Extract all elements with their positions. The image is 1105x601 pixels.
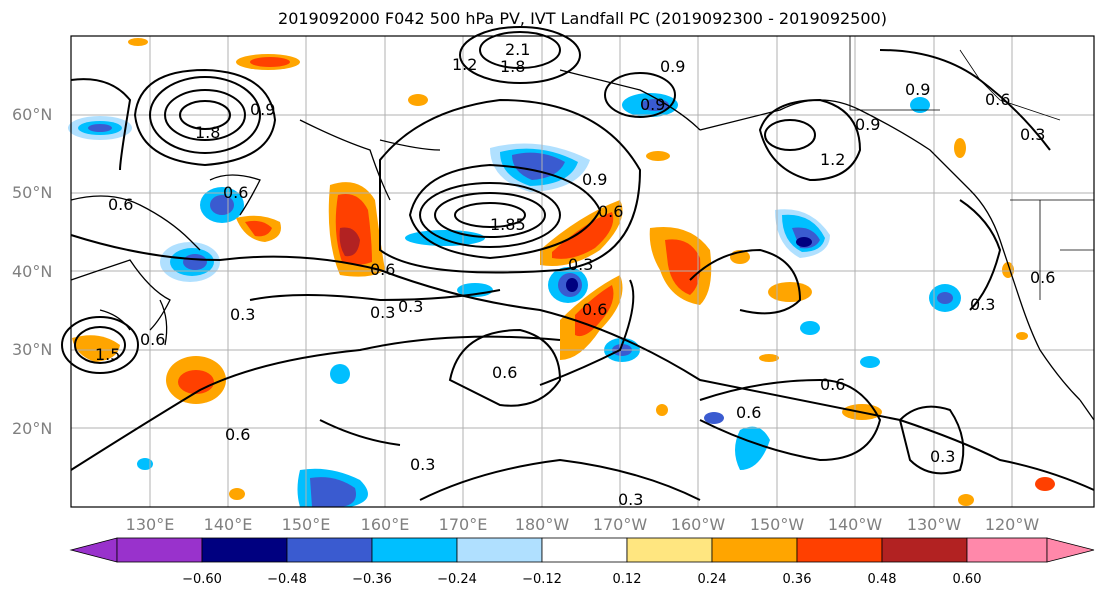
contour-label: 0.9 [250, 100, 275, 119]
lon-label: 140°E [203, 515, 253, 534]
colorbar-segment [371, 537, 458, 563]
colorbar-segment [201, 537, 288, 563]
contour-label: 0.3 [410, 455, 435, 474]
contour-label: 1.5 [95, 345, 120, 364]
contour-label: 0.9 [905, 80, 930, 99]
contour-label: 0.6 [225, 425, 250, 444]
contour-label: 0.3 [370, 303, 395, 322]
shading-fills [68, 38, 1055, 507]
contour-label: 0.6 [582, 300, 607, 319]
colorbar-tick: −0.60 [182, 572, 222, 587]
lat-label: 40°N [12, 262, 53, 281]
colorbar-tick: −0.12 [522, 572, 562, 587]
colorbar-tick: −0.48 [267, 572, 307, 587]
contour-label: 0.3 [398, 297, 423, 316]
contour-labels: 2.1 1.8 1.2 0.9 0.9 0.6 0.9 1.8 0.9 0.6 … [95, 40, 1055, 509]
lon-label: 160°E [360, 515, 410, 534]
colorbar-tick: −0.24 [437, 572, 477, 587]
contour-label: 0.9 [660, 57, 685, 76]
lon-label: 120°W [984, 515, 1040, 534]
contour-label: 0.3 [568, 255, 593, 274]
contour-label: 0.6 [820, 375, 845, 394]
lon-label: 150°W [749, 515, 805, 534]
contour-label: 1.2 [820, 150, 845, 169]
colorbar [69, 537, 1095, 563]
lat-label: 60°N [12, 105, 53, 124]
lon-label: 130°E [125, 515, 175, 534]
colorbar-segment [626, 537, 713, 563]
contour-label: 0.6 [1030, 268, 1055, 287]
contour-label: 0.3 [1020, 125, 1045, 144]
colorbar-tick: 0.60 [952, 572, 982, 587]
lat-label: 20°N [12, 419, 53, 438]
contour-label: 0.3 [930, 447, 955, 466]
lon-label: 160°W [670, 515, 726, 534]
contour-label: 0.9 [855, 115, 880, 134]
colorbar-segment [69, 537, 118, 563]
boundaries [849, 36, 1094, 300]
map-title: 2019092000 F042 500 hPa PV, IVT Landfall… [278, 9, 887, 28]
lon-label: 140°W [827, 515, 883, 534]
contour-label: 0.6 [985, 90, 1010, 109]
lon-label: 170°E [438, 515, 488, 534]
lat-label: 50°N [12, 183, 53, 202]
contour-label: 1.8 [195, 123, 220, 142]
contour-label: 0.6 [492, 363, 517, 382]
contour-label: 0.6 [370, 260, 395, 279]
colorbar-segment [456, 537, 543, 563]
contour-label: 0.3 [618, 490, 643, 509]
coastlines [70, 69, 1095, 421]
colorbar-tick: 0.12 [612, 572, 642, 587]
contour-label: 1.85 [490, 215, 526, 234]
contour-label: 0.3 [970, 295, 995, 314]
contour-label: 0.6 [598, 202, 623, 221]
contour-label: 0.6 [140, 330, 165, 349]
contour-label: 2.1 [505, 40, 530, 59]
lon-label: 180°W [514, 515, 570, 534]
contour-label: 0.6 [736, 403, 761, 422]
colorbar-tick: 0.36 [782, 572, 812, 587]
colorbar-segment [286, 537, 373, 563]
pv-contours [61, 26, 1095, 501]
contour-label: 0.6 [223, 183, 248, 202]
colorbar-tick: 0.24 [697, 572, 727, 587]
contour-label: 0.6 [108, 195, 133, 214]
lon-label: 170°W [592, 515, 648, 534]
contour-label: 1.8 [500, 57, 525, 76]
lon-label: 130°W [906, 515, 962, 534]
contour-label: 0.3 [230, 305, 255, 324]
lat-label: 30°N [12, 340, 53, 359]
colorbar-segment [1046, 537, 1095, 563]
colorbar-segment [116, 537, 203, 563]
contour-label: 1.2 [452, 55, 477, 74]
colorbar-segment [796, 537, 883, 563]
contour-label: 0.9 [582, 170, 607, 189]
lon-label: 150°E [281, 515, 331, 534]
colorbar-segment [541, 537, 628, 563]
colorbar-tick: 0.48 [867, 572, 897, 587]
colorbar-segment [881, 537, 968, 563]
graticule [71, 36, 1094, 507]
colorbar-tick: −0.36 [352, 572, 392, 587]
colorbar-segment [711, 537, 798, 563]
colorbar-segment [966, 537, 1048, 563]
contour-label: 0.9 [640, 95, 665, 114]
